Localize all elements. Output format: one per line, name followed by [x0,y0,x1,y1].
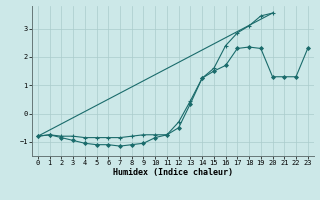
X-axis label: Humidex (Indice chaleur): Humidex (Indice chaleur) [113,168,233,177]
